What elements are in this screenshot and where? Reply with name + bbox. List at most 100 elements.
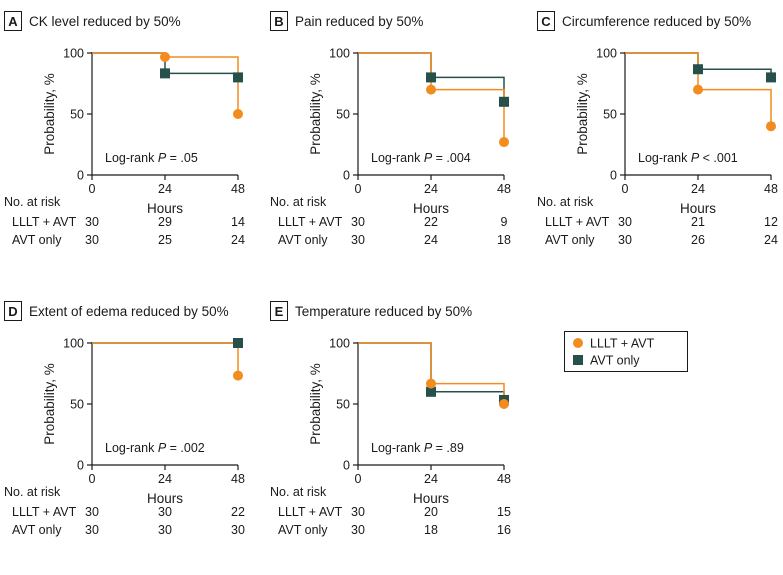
risk-count: 18 — [424, 523, 438, 537]
panel-letter-box — [4, 301, 22, 321]
data-point-avt-only — [499, 96, 509, 107]
y-tick-label: 0 — [610, 169, 617, 183]
km-line-lllt-avt — [92, 342, 239, 376]
y-tick-label: 50 — [336, 398, 350, 412]
y-tick-label: 50 — [603, 108, 617, 122]
risk-count: 30 — [158, 523, 172, 537]
panel-letter-box — [270, 301, 288, 321]
data-point-lllt-avt — [499, 399, 509, 409]
risk-count: 30 — [351, 233, 365, 247]
risk-count: 30 — [85, 523, 99, 537]
panel-c: C Circumference reduced by 50% 0 50 100 0 24 48… — [537, 11, 778, 247]
risk-count: 26 — [691, 233, 705, 247]
risk-count: 16 — [497, 523, 511, 537]
x-axis-label: Hours — [680, 201, 716, 216]
risk-row-label: AVT only — [545, 233, 595, 247]
y-tick-label: 50 — [70, 108, 84, 122]
x-tick-label: 48 — [231, 182, 245, 196]
risk-count: 30 — [351, 523, 365, 537]
y-tick-label: 100 — [63, 337, 84, 351]
risk-count: 30 — [85, 505, 99, 519]
risk-row-label: LLLT + AVT — [12, 505, 77, 519]
logrank-annotation: Log-rank P = .89 — [371, 441, 464, 455]
legend: LLLT + AVT AVT only — [564, 331, 688, 372]
data-point-avt-only — [233, 338, 243, 348]
risk-table-title: No. at risk — [4, 485, 61, 499]
legend-box — [564, 331, 688, 372]
x-tick-label: 24 — [424, 472, 438, 486]
data-point-avt-only — [426, 72, 436, 83]
y-tick-label: 50 — [336, 108, 350, 122]
risk-count: 22 — [424, 215, 438, 229]
x-tick-label: 0 — [622, 182, 629, 196]
panel-title: Temperature reduced by 50% — [295, 304, 472, 319]
risk-row-label: LLLT + AVT — [12, 215, 77, 229]
data-point-lllt-avt — [693, 84, 703, 95]
km-line-lllt-avt — [358, 52, 505, 143]
data-point-lllt-avt — [499, 137, 509, 148]
panel-letter-box — [4, 11, 22, 31]
risk-row-label: LLLT + AVT — [545, 215, 610, 229]
data-point-lllt-avt — [160, 52, 170, 63]
x-tick-label: 48 — [497, 472, 511, 486]
risk-count: 18 — [497, 233, 511, 247]
x-tick-label: 24 — [158, 472, 172, 486]
y-axis-label: Probability, % — [308, 73, 323, 155]
logrank-annotation: Log-rank P = .002 — [105, 441, 205, 455]
x-tick-label: 0 — [355, 472, 362, 486]
x-axis-label: Hours — [413, 201, 449, 216]
x-tick-label: 48 — [497, 182, 511, 196]
data-point-lllt-avt — [426, 378, 436, 389]
y-tick-label: 0 — [343, 169, 350, 183]
risk-count: 30 — [618, 233, 632, 247]
risk-row-label: LLLT + AVT — [278, 505, 343, 519]
panel-e: E Temperature reduced by 50% 0 50 100 0 24 48 Pr… — [270, 301, 511, 537]
data-point-lllt-avt — [426, 84, 436, 95]
x-axis-label: Hours — [147, 491, 183, 506]
risk-count: 15 — [497, 505, 511, 519]
risk-count: 24 — [764, 233, 778, 247]
risk-count: 30 — [85, 215, 99, 229]
risk-table-title: No. at risk — [270, 485, 327, 499]
data-point-lllt-avt — [233, 370, 243, 381]
panel-a: A CK level reduced by 50% 0 50 100 0 24 48 Proba… — [4, 11, 245, 247]
risk-count: 30 — [158, 505, 172, 519]
y-tick-label: 100 — [63, 47, 84, 61]
panel-letter: E — [275, 304, 284, 319]
panel-d: D Extent of edema reduced by 50% 0 50 100 0 24… — [4, 301, 245, 537]
panel-letter: D — [8, 304, 17, 319]
risk-count: 30 — [351, 215, 365, 229]
data-point-avt-only — [426, 386, 436, 397]
data-point-avt-only — [693, 64, 703, 75]
risk-count: 30 — [85, 233, 99, 247]
risk-row-label: AVT only — [12, 523, 62, 537]
risk-count: 24 — [424, 233, 438, 247]
x-tick-label: 0 — [355, 182, 362, 196]
x-tick-label: 24 — [158, 182, 172, 196]
risk-count: 30 — [618, 215, 632, 229]
risk-count: 30 — [231, 523, 245, 537]
risk-count: 22 — [231, 505, 245, 519]
y-tick-label: 50 — [70, 398, 84, 412]
panel-letter: C — [541, 14, 551, 29]
y-axis-label: Probability, % — [308, 363, 323, 445]
x-tick-label: 48 — [764, 182, 778, 196]
legend-label: LLLT + AVT — [590, 337, 655, 351]
risk-count: 20 — [424, 505, 438, 519]
risk-table-title: No. at risk — [537, 195, 594, 209]
panel-letter-box — [537, 11, 555, 31]
data-point-avt-only — [233, 72, 243, 83]
y-tick-label: 100 — [596, 47, 617, 61]
risk-count: 21 — [691, 215, 705, 229]
data-point-lllt-avt — [233, 109, 243, 119]
panel-title: Extent of edema reduced by 50% — [29, 304, 229, 319]
y-tick-label: 100 — [329, 47, 350, 61]
y-tick-label: 0 — [77, 459, 84, 473]
panel-letter-box — [270, 11, 288, 31]
y-axis-label: Probability, % — [42, 363, 57, 445]
panel-letter: A — [8, 14, 18, 29]
risk-table-title: No. at risk — [4, 195, 61, 209]
panel-title: Circumference reduced by 50% — [562, 14, 751, 29]
data-point-avt-only — [160, 68, 170, 79]
